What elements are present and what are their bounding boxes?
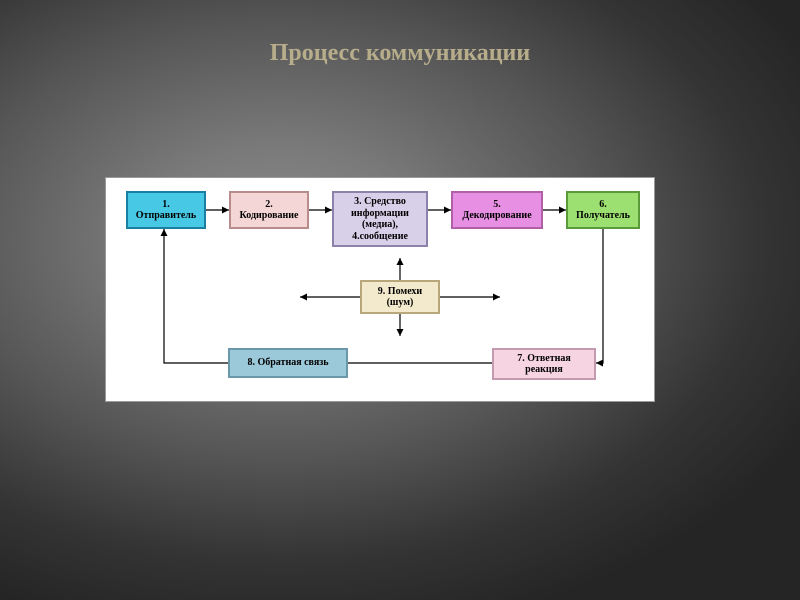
- node-label-line: 8. Обратная связь: [247, 357, 328, 369]
- node-label-line: 1.: [162, 199, 170, 211]
- node-sender: 1.Отправитель: [126, 191, 206, 229]
- node-feedback: 8. Обратная связь: [228, 348, 348, 378]
- node-label-line: Отправитель: [136, 210, 196, 222]
- node-response: 7. Ответнаяреакция: [492, 348, 596, 380]
- node-label-line: 5.: [493, 199, 501, 211]
- node-label-line: информации: [351, 208, 409, 220]
- edge-feedback-sender: [164, 229, 228, 363]
- node-label-line: Кодирование: [240, 210, 299, 222]
- node-noise: 9. Помехи(шум): [360, 280, 440, 314]
- node-label-line: Получатель: [576, 210, 630, 222]
- node-label-line: 9. Помехи: [378, 286, 422, 298]
- node-label-line: (медиа),: [362, 219, 398, 231]
- node-label-line: 7. Ответная: [517, 353, 571, 365]
- node-decoding: 5.Декодирование: [451, 191, 543, 229]
- node-label-line: 6.: [599, 199, 607, 211]
- node-label-line: 2.: [265, 199, 273, 211]
- node-label-line: 3. Средство: [354, 196, 406, 208]
- node-label-line: (шум): [387, 297, 414, 309]
- node-label-line: реакция: [525, 364, 563, 376]
- node-medium: 3. Средствоинформации(медиа),4.сообщение: [332, 191, 428, 247]
- node-receiver: 6.Получатель: [566, 191, 640, 229]
- node-encoding: 2.Кодирование: [229, 191, 309, 229]
- node-label-line: 4.сообщение: [352, 231, 408, 243]
- node-label-line: Декодирование: [462, 210, 531, 222]
- edge-receiver-response: [596, 229, 603, 363]
